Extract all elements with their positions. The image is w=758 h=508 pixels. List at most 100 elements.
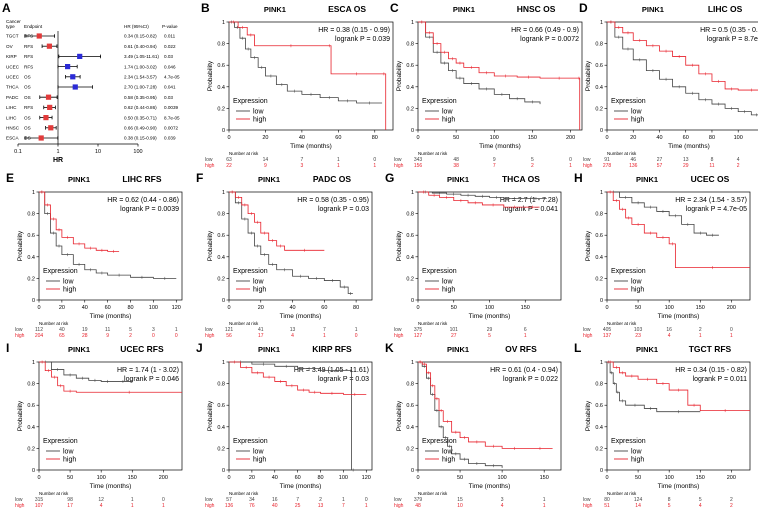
x-tick-label: 0 xyxy=(227,305,230,311)
x-tick-label: 80 xyxy=(709,135,715,141)
y-tick-label: 0 xyxy=(411,468,414,474)
risk-count-low: 13 xyxy=(290,327,296,333)
risk-count-high: 1 xyxy=(337,163,340,169)
legend-title: Expression xyxy=(611,268,646,275)
x-axis-label: Time (months) xyxy=(280,313,322,320)
risk-count-high: 11 xyxy=(709,163,714,169)
gene-label: PINK1 xyxy=(68,345,90,354)
risk-row-label-high: high xyxy=(205,333,215,339)
logrank-annotation: logrank P = 0.03 xyxy=(318,376,369,383)
row-pvalue: 4.7e-05 xyxy=(164,75,180,80)
forest-x-tick-label: 1 xyxy=(56,149,59,155)
risk-count-low: 0 xyxy=(373,157,376,163)
forest-row: UCEC OS 2.34 (1.54-3.57) 4.7e-05 xyxy=(6,74,180,80)
forest-row: HNSC OS 0.66 (0.49-0.90) 0.0072 xyxy=(6,125,178,131)
risk-count-low: 9 xyxy=(493,157,496,163)
gene-label: PINK1 xyxy=(453,5,475,14)
risk-count-high: 2 xyxy=(737,163,740,169)
legend-label-high: high xyxy=(442,457,455,464)
row-endpoint: RFS xyxy=(24,105,33,110)
risk-caption: Number at risk xyxy=(229,321,259,326)
y-tick-label: 0.6 xyxy=(595,233,603,239)
risk-caption: Number at risk xyxy=(39,321,69,326)
legend-label-high: high xyxy=(63,457,76,464)
risk-count-low: 16 xyxy=(666,327,672,333)
hr-point xyxy=(36,33,42,39)
panel-letter: D xyxy=(579,1,588,15)
y-tick-label: 0.4 xyxy=(595,85,603,91)
y-tick-label: 0.2 xyxy=(406,446,414,452)
risk-count-high: 204 xyxy=(35,333,44,339)
x-tick-label: 150 xyxy=(528,135,537,141)
risk-count-high: 0 xyxy=(152,333,155,339)
row-hr-text: 0.61 (0.40-0.94) xyxy=(124,44,157,49)
km-panel-c: C PINK1 HNSC OS 0 0.2 0.4 0.6 0.8 1 Probability 0 5… xyxy=(390,1,583,169)
row-pvalue: 0.03 xyxy=(164,95,173,100)
risk-count-high: 27 xyxy=(451,333,457,339)
risk-count-high: 4 xyxy=(501,503,504,508)
y-tick-label: 0.6 xyxy=(27,403,35,409)
y-tick-label: 1 xyxy=(32,360,35,366)
hr-point xyxy=(70,74,76,80)
legend-label-high: high xyxy=(253,287,266,294)
y-axis-label: Probability xyxy=(585,400,592,431)
risk-count-low: 1 xyxy=(543,497,546,503)
y-tick-label: 0 xyxy=(600,468,603,474)
survival-curve-low xyxy=(39,361,133,382)
forest-row: KIRP RFS 3.49 (1.05-11.61) 0.03 xyxy=(6,53,173,59)
row-pvalue: 0.011 xyxy=(164,34,176,39)
x-tick-label: 60 xyxy=(295,475,301,481)
hr-point xyxy=(47,104,53,110)
x-tick-label: 40 xyxy=(82,305,88,311)
risk-count-high: 1 xyxy=(365,503,368,508)
risk-count-low: 379 xyxy=(414,497,423,503)
risk-count-high: 0 xyxy=(355,333,358,339)
x-tick-label: 0 xyxy=(37,475,40,481)
risk-row-label-low: low xyxy=(394,327,402,333)
risk-count-high: 4 xyxy=(100,503,103,508)
gene-label: PINK1 xyxy=(636,345,658,354)
y-tick-label: 0.4 xyxy=(217,85,225,91)
hr-point xyxy=(46,43,53,49)
risk-count-low: 57 xyxy=(226,497,232,503)
risk-row-label-high: high xyxy=(15,333,25,339)
y-tick-label: 0.4 xyxy=(217,425,225,431)
y-tick-label: 0.4 xyxy=(406,255,414,261)
legend-title: Expression xyxy=(422,268,457,275)
y-tick-label: 0 xyxy=(411,298,414,304)
km-panel-h: H PINK1 UCEC OS 0 0.2 0.4 0.6 0.8 1 Probability 0 5… xyxy=(574,171,751,339)
risk-row-label-high: high xyxy=(394,163,404,169)
legend-label-low: low xyxy=(631,109,642,116)
panel-title: LIHC RFS xyxy=(122,174,162,184)
survival-curve-high xyxy=(229,21,387,130)
risk-count-high: 9 xyxy=(106,333,109,339)
x-tick-label: 100 xyxy=(339,475,348,481)
risk-row-label-low: low xyxy=(15,497,23,503)
y-tick-label: 0 xyxy=(222,468,225,474)
survival-curve-high xyxy=(229,361,367,395)
risk-row-label-high: high xyxy=(15,503,25,508)
y-tick-label: 0.6 xyxy=(595,403,603,409)
risk-count-high: 1 xyxy=(699,333,702,339)
row-endpoint: OS xyxy=(24,95,31,100)
logrank-annotation: logrank P = 0.022 xyxy=(503,376,558,383)
legend-label-low: low xyxy=(63,449,74,456)
gene-label: PINK1 xyxy=(447,345,469,354)
risk-count-low: 2 xyxy=(730,497,733,503)
survival-curve-high xyxy=(418,21,581,130)
x-tick-label: 100 xyxy=(485,305,494,311)
km-panel-k: K PINK1 OV RFS 0 0.2 0.4 0.6 0.8 1 Probability 0 50… xyxy=(385,341,562,508)
risk-row-label-low: low xyxy=(205,327,213,333)
x-tick-label: 50 xyxy=(635,305,641,311)
panel-title: PADC OS xyxy=(313,174,351,184)
x-tick-label: 0 xyxy=(227,135,230,141)
legend-label-high: high xyxy=(63,287,76,294)
plot-frame xyxy=(228,191,373,301)
risk-count-low: 12 xyxy=(98,497,104,503)
risk-count-high: 65 xyxy=(59,333,65,339)
x-tick-label: 40 xyxy=(289,305,295,311)
x-tick-label: 60 xyxy=(321,305,327,311)
x-tick-label: 40 xyxy=(299,135,305,141)
panel-letter: J xyxy=(196,341,203,355)
panel-letter: H xyxy=(574,171,583,185)
